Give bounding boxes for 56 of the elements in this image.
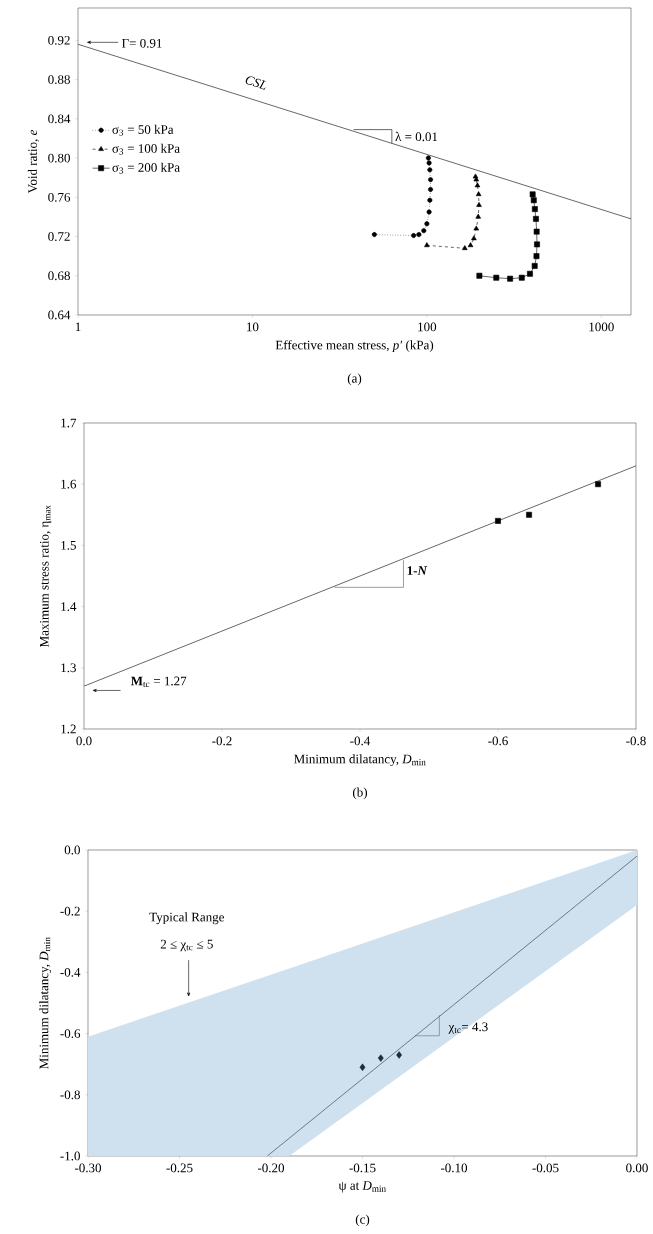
text: CSL xyxy=(245,76,267,90)
x-tick-label: 100 xyxy=(418,322,437,332)
y-tick-label: -0.4 xyxy=(60,967,81,977)
y-tick-label: 0.88 xyxy=(48,75,71,85)
x-tick-label: -0.4 xyxy=(350,736,371,746)
legend-label: σ$_{3}$ = 200 kPa xyxy=(112,162,181,174)
y-tick-label: 1.5 xyxy=(61,541,77,550)
y-axis-title: Minimum dilatancy, D$_{min}$ xyxy=(39,937,52,1069)
annotation: Typical Range xyxy=(149,912,225,925)
text: (c) xyxy=(355,1214,370,1227)
x-tick-label: -0.10 xyxy=(441,1163,468,1173)
x-axis-title: Minimum dilatancy, D$_{min}$ xyxy=(294,754,426,767)
y-tick-label: -1.0 xyxy=(60,1151,81,1161)
y-tick-label: 0.92 xyxy=(48,35,70,45)
x-tick-label: 10 xyxy=(247,322,259,332)
text: (a) xyxy=(347,373,362,386)
y-tick-label: 0.84 xyxy=(48,114,71,124)
y-axis-title: Maximum stress ratio, η$_{max}$ xyxy=(40,505,52,648)
y-axis-title: Void ratio, e xyxy=(27,129,39,194)
x-axis-title: ψ at D$_{min}$ xyxy=(338,1181,387,1193)
annotation: Γ= 0.91 xyxy=(122,38,162,48)
legend-label: σ$_{3}$ = 100 kPa xyxy=(112,143,181,155)
x-axis-title: Effective mean stress, p′ (kPa) xyxy=(275,340,434,353)
y-tick-label: 1.7 xyxy=(61,418,77,428)
y-tick-label: 1.2 xyxy=(61,724,76,734)
y-tick-label: 0.76 xyxy=(48,192,71,202)
y-tick-label: -0.2 xyxy=(60,906,80,916)
y-tick-label: 0.72 xyxy=(48,232,70,241)
x-tick-label: -0.05 xyxy=(532,1163,559,1173)
legend-label: σ$_{3}$ = 50 kPa xyxy=(112,124,174,136)
x-tick-label: -0.15 xyxy=(349,1163,376,1173)
y-tick-label: 0.80 xyxy=(48,153,71,163)
x-tick-label: -0.30 xyxy=(75,1163,102,1173)
x-tick-label: 0.00 xyxy=(626,1163,649,1173)
text: (b) xyxy=(353,787,368,800)
x-tick-label: 1000 xyxy=(589,322,614,332)
annotation: λ = 0.01 xyxy=(395,131,438,142)
annotation: M$_{tc}$ = 1.27 xyxy=(131,676,187,688)
y-tick-label: 1.6 xyxy=(61,479,77,489)
y-tick-label: 0.68 xyxy=(48,271,71,281)
x-tick-label: -0.25 xyxy=(166,1163,193,1173)
x-tick-label: 0.0 xyxy=(76,736,92,746)
y-tick-label: -0.6 xyxy=(60,1029,81,1039)
annotation: χ$_{tc}$= 4.3 xyxy=(448,1022,488,1034)
x-tick-label: -0.8 xyxy=(626,736,646,746)
x-tick-label: -0.2 xyxy=(212,736,232,746)
x-tick-label: -0.20 xyxy=(258,1163,285,1173)
y-tick-label: 0.64 xyxy=(48,310,71,320)
y-tick-label: 1.4 xyxy=(61,602,77,611)
x-tick-label: 1 xyxy=(76,322,81,332)
x-tick-label: -0.6 xyxy=(488,736,509,746)
y-tick-label: 1.3 xyxy=(61,663,77,673)
y-tick-label: -0.8 xyxy=(60,1090,81,1100)
annotation: 1-N xyxy=(407,566,428,575)
annotation: 2 ≤ χ$_{tc}$ ≤ 5 xyxy=(160,939,214,952)
y-tick-label: 0.0 xyxy=(64,845,81,855)
